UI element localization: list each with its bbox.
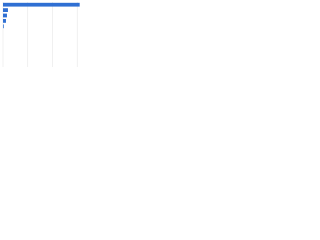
bar — [3, 24, 4, 29]
bar — [3, 19, 6, 23]
chart — [2, 2, 80, 67]
bar — [3, 13, 7, 18]
bar — [3, 2, 80, 7]
bar — [3, 8, 8, 12]
